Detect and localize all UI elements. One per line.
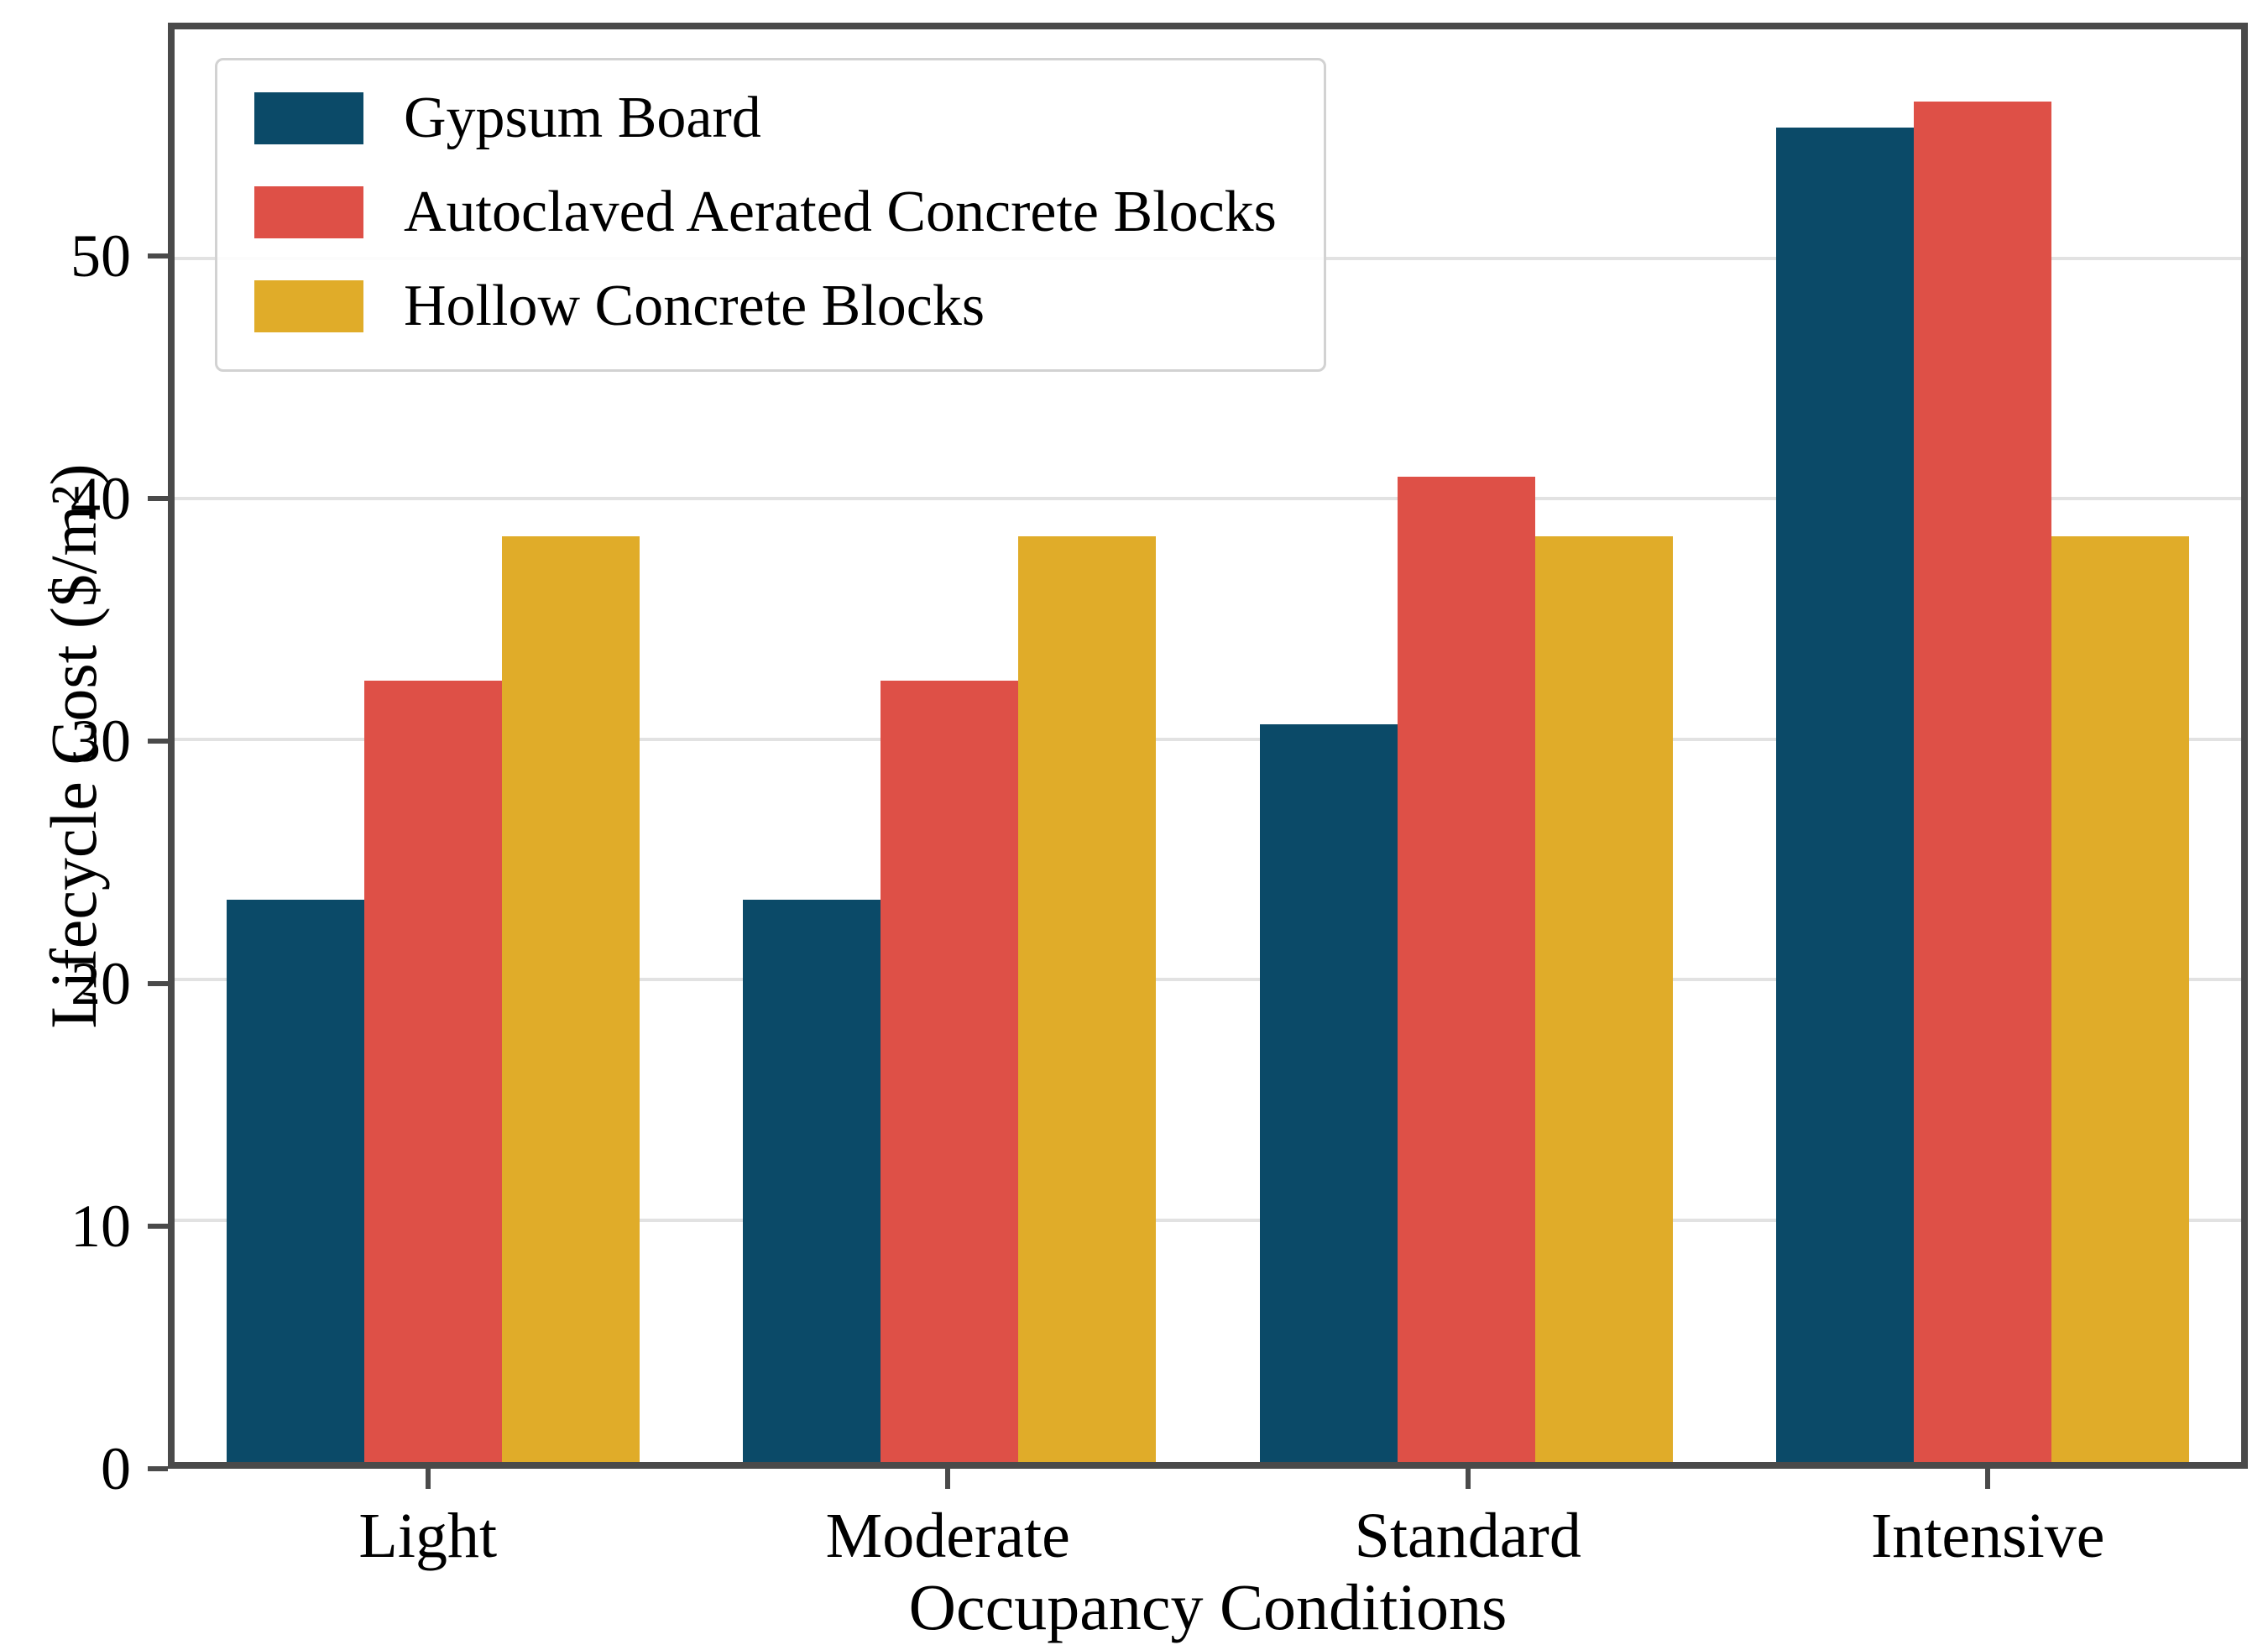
legend-label: Gypsum Board [404,86,761,150]
x-tick-label: Moderate [825,1501,1070,1571]
x-tick-label: Light [358,1501,498,1571]
y-tick-mark [148,738,168,744]
legend: Gypsum Board Autoclaved Aerated Concrete … [215,58,1326,372]
y-tick-label: 10 [71,1192,131,1260]
x-tick-label: Standard [1354,1501,1581,1571]
bar [226,899,364,1462]
x-tick-label: Intensive [1870,1501,2105,1571]
bar [1018,536,1157,1462]
gridline [175,497,2241,501]
y-tick-mark [148,253,168,258]
gridline [175,737,2241,741]
gridline [175,1218,2241,1222]
x-tick-mark [945,1469,951,1489]
bar [363,681,502,1462]
legend-swatch [254,92,363,144]
x-tick-mark [425,1469,431,1489]
x-tick-mark [1465,1469,1471,1489]
x-tick-mark [1985,1469,1991,1489]
y-tick-mark [148,495,168,501]
y-tick-label: 0 [101,1435,131,1502]
legend-item: Gypsum Board [254,89,1277,148]
gridline [175,978,2241,982]
x-axis-title: Occupancy Conditions [908,1570,1508,1643]
bar-group [692,29,1209,1462]
bar [1397,476,1535,1462]
bar [1259,723,1398,1462]
y-tick-label: 50 [71,222,131,290]
plot-area: Gypsum Board Autoclaved Aerated Concrete … [168,23,2248,1469]
legend-item: Hollow Concrete Blocks [254,277,1277,336]
bar [743,899,881,1462]
y-tick-label: 20 [71,949,131,1017]
y-tick-label: 40 [71,464,131,532]
bar [1914,101,2052,1462]
bar-group [175,29,692,1462]
bar-groups [175,29,2241,1462]
x-tick-labels: Light Moderate Standard Intensive [168,1504,2248,1568]
bar [501,536,640,1462]
y-tick-mark [148,1466,168,1471]
bar-group [1725,29,2242,1462]
legend-label: Autoclaved Aerated Concrete Blocks [404,180,1277,244]
y-tick-mark [148,1223,168,1229]
bar [1776,128,1915,1462]
legend-item: Autoclaved Aerated Concrete Blocks [254,183,1277,242]
legend-label: Hollow Concrete Blocks [404,274,985,338]
bar [881,681,1019,1462]
bar-group [1208,29,1725,1462]
legend-swatch [254,280,363,332]
bar [2051,536,2190,1462]
y-tick-mark [148,980,168,986]
y-tick-label: 30 [71,707,131,775]
legend-swatch [254,186,363,238]
bar [1534,536,1673,1462]
